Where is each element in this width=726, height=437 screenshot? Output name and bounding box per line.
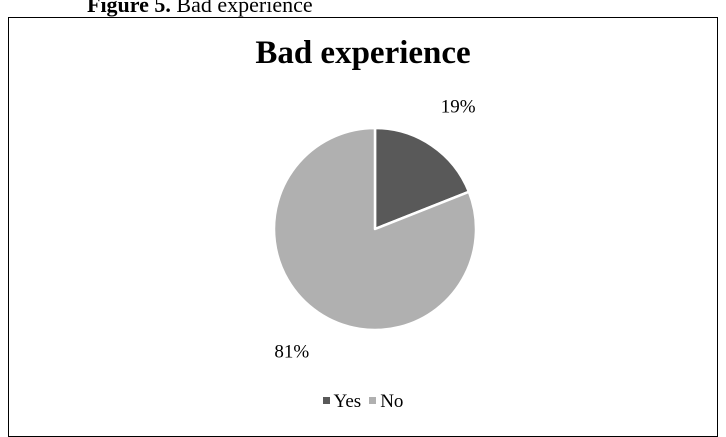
pie-slice-yes (373, 126, 471, 231)
legend-swatch-no (369, 397, 377, 404)
legend-item-no: No (369, 391, 403, 413)
legend-label-no: No (380, 391, 404, 412)
legend-swatch-yes (322, 397, 330, 404)
figure-caption: Figure 5. Bad experience (87, 0, 313, 17)
data-label-no: 81% (274, 341, 309, 362)
pie-slice-no (272, 126, 478, 332)
pie-chart: 19% 81% (272, 97, 478, 362)
legend-item-yes: Yes (322, 391, 362, 413)
chart-legend: Yes No (0, 391, 726, 413)
figure-caption-text: Bad experience (170, 0, 313, 17)
data-label-yes: 19% (441, 97, 476, 118)
legend-label-yes: Yes (333, 391, 362, 412)
chart-title: Bad experience (255, 35, 471, 71)
figure-caption-label: Figure 5. (87, 0, 171, 17)
